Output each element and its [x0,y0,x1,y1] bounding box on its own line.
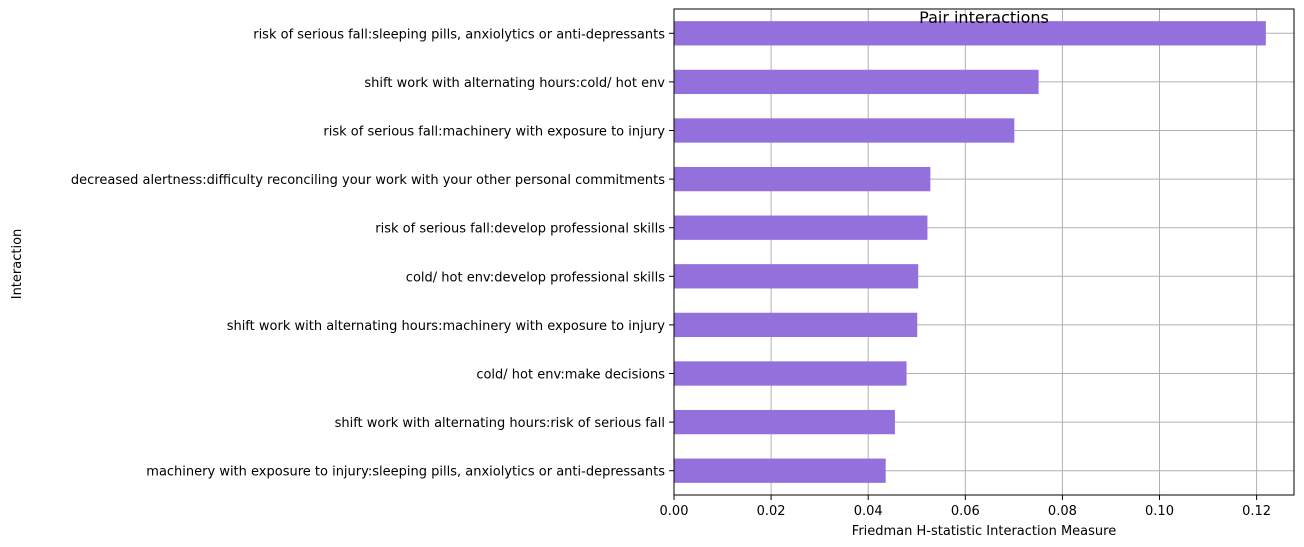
x-axis-label: Friedman H-statistic Interaction Measure [852,524,1116,539]
x-tick-label: 0.04 [854,504,883,519]
x-tick-label: 0.00 [660,504,689,519]
y-tick-label: decreased alertness:difficulty reconcili… [71,173,665,188]
y-tick-label: cold/ hot env:develop professional skill… [406,270,665,285]
x-tick-label: 0.12 [1242,504,1271,519]
chart-title: Pair interactions [919,8,1049,27]
bar [674,21,1266,46]
bar [674,312,918,338]
y-tick-label: shift work with alternating hours:cold/ … [364,76,665,91]
bar [674,264,919,289]
y-tick-label: machinery with exposure to injury:sleepi… [146,465,665,480]
bar [674,458,886,483]
axis-labels: risk of serious fall:sleeping pills, anx… [71,27,665,479]
bar [674,361,907,386]
x-tick-label: 0.08 [1048,504,1077,519]
y-tick-label: cold/ hot env:make decisions [476,368,665,383]
y-tick-label: shift work with alternating hours:machin… [227,319,666,334]
x-tick-label: 0.02 [757,504,786,519]
axis-ticks: 0.00 0.02 0.04 0.06 0.08 0.10 0.12 [660,32,1271,519]
bar [674,409,895,435]
bar [674,69,1039,95]
y-axis-label: Interaction [10,229,25,300]
x-tick-label: 0.10 [1145,504,1174,519]
bar [674,118,1015,143]
bar [674,215,928,240]
bars [674,21,1266,483]
bar [674,166,931,192]
y-tick-label: shift work with alternating hours:risk o… [335,416,665,431]
y-tick-label: risk of serious fall:sleeping pills, anx… [253,27,665,42]
plot-frame [673,8,1295,496]
x-tick-label: 0.06 [951,504,980,519]
y-tick-label: risk of serious fall:develop professiona… [375,222,665,237]
y-tick-label: risk of serious fall:machinery with expo… [323,125,665,140]
